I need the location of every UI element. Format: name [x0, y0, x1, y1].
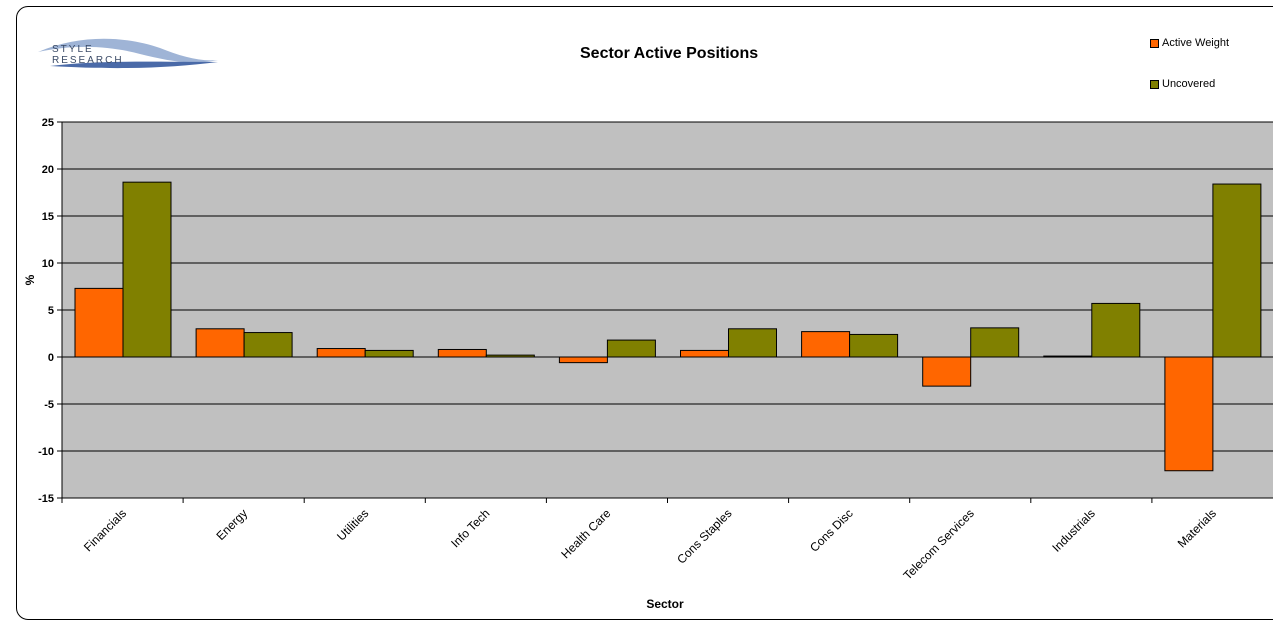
bar-active-weight-energy: [195, 328, 245, 358]
y-axis-title: %: [23, 274, 37, 285]
x-tick-label-energy: Energy: [213, 506, 250, 543]
x-tick-label-info-tech: Info Tech: [448, 506, 492, 550]
bar-active-weight-financials: [74, 287, 124, 358]
x-tick-label-cons-disc: Cons Disc: [807, 506, 856, 555]
legend-item-active-weight: Active Weight: [1150, 36, 1229, 50]
bar-uncovered-cons-staples: [728, 328, 777, 358]
legend-label-uncovered: Uncovered: [1162, 78, 1216, 90]
legend: Active Weight Uncovered: [1150, 36, 1229, 118]
legend-label-active-weight: Active Weight: [1162, 37, 1230, 49]
legend-swatch-active-weight: [1150, 38, 1159, 48]
x-tick-label-health-care: Health Care: [558, 506, 613, 561]
bar-uncovered-cons-disc: [849, 333, 899, 358]
bar-active-weight-utilities: [316, 348, 366, 358]
logo-swoosh-icon: [38, 38, 218, 69]
bar-uncovered-industrials: [1091, 302, 1141, 358]
legend-item-uncovered: Uncovered: [1150, 77, 1229, 91]
y-tick-label: -5: [44, 399, 54, 411]
bar-uncovered-telecom-services: [970, 327, 1020, 358]
y-tick-label: 0: [48, 352, 54, 364]
x-tick-label-telecom-services: Telecom Services: [900, 506, 976, 582]
bar-active-weight-cons-disc: [801, 331, 851, 358]
bar-active-weight-info-tech: [437, 348, 487, 358]
x-tick-label-utilities: Utilities: [334, 506, 371, 543]
bar-active-weight-materials: [1164, 356, 1214, 472]
logo-line1: STYLE: [52, 44, 94, 55]
y-tick-label: 25: [42, 117, 54, 129]
legend-swatch-uncovered: [1150, 79, 1159, 89]
x-tick-label-cons-staples: Cons Staples: [674, 506, 734, 566]
y-tick-label: 20: [42, 164, 54, 176]
bar-uncovered-materials: [1212, 183, 1262, 358]
x-tick-label-financials: Financials: [81, 506, 129, 554]
chart-title: Sector Active Positions: [580, 45, 759, 62]
logo-line2: RESEARCH: [52, 55, 124, 66]
bar-active-weight-telecom-services: [922, 356, 972, 387]
x-axis-title: Sector: [646, 597, 684, 611]
bar-uncovered-financials: [122, 181, 172, 358]
bar-active-weight-cons-staples: [680, 349, 729, 358]
bar-uncovered-utilities: [364, 349, 414, 358]
logo-text: STYLE RESEARCH: [52, 44, 124, 66]
y-tick-label: 15: [42, 211, 54, 223]
bar-uncovered-energy: [243, 332, 293, 358]
y-tick-label: -15: [38, 493, 54, 505]
y-tick-label: 5: [48, 305, 54, 317]
x-tick-label-industrials: Industrials: [1049, 506, 1098, 555]
bar-active-weight-health-care: [558, 356, 608, 364]
bar-uncovered-health-care: [606, 339, 656, 358]
style-research-logo: STYLE RESEARCH: [30, 30, 220, 80]
y-tick-label: 10: [42, 258, 54, 270]
x-tick-label-materials: Materials: [1175, 506, 1219, 550]
y-tick-label: -10: [38, 446, 54, 458]
